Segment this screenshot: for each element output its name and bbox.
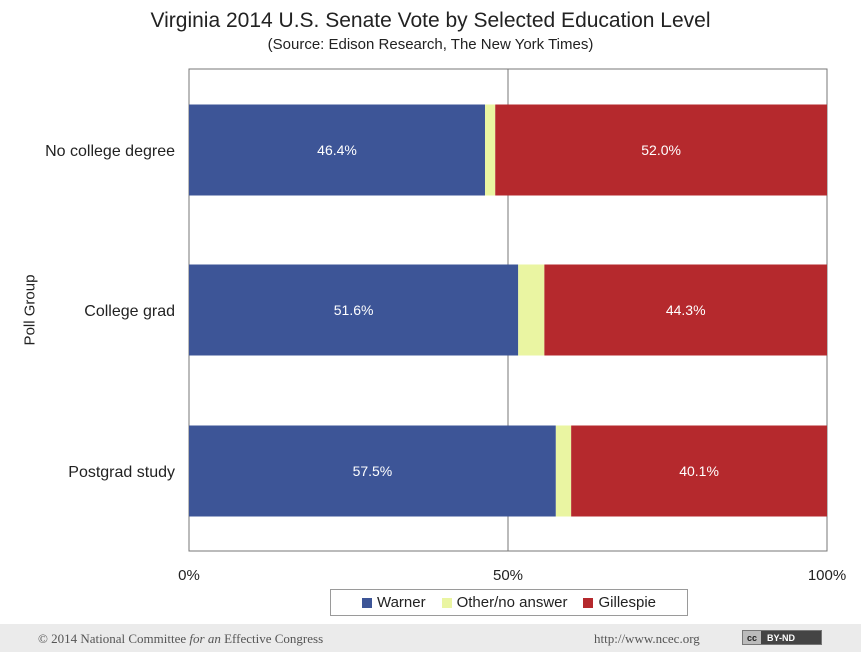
legend-label-other: Other/no answer <box>456 594 568 611</box>
stacked-bar-chart: 46.4% 52.0% 51.6% 44.3% 57.5% 40.1% No colleg… <box>45 68 846 584</box>
legend-label-warner: Warner <box>376 594 426 611</box>
legend-swatch-gillespie <box>583 597 594 608</box>
chart-title: Virginia 2014 U.S. Senate Vote by Select… <box>150 9 711 32</box>
category-label-postgrad-study: Postgrad study <box>68 464 175 481</box>
cc-icon: cc <box>743 631 762 644</box>
bar-college-grad-gillespie <box>544 264 827 356</box>
category-label-college-grad: College grad <box>84 303 175 320</box>
chart-subtitle: (Source: Edison Research, The New York T… <box>267 36 594 53</box>
bar-college-grad-other-no-answer <box>518 264 545 356</box>
data-label-college-grad-gillespie: 44.3% <box>666 302 706 318</box>
x-tick-label-0: 0% <box>178 567 200 584</box>
data-label-no-college-degree-warner: 46.4% <box>317 142 357 158</box>
data-label-postgrad-study-gillespie: 40.1% <box>679 463 719 479</box>
data-label-postgrad-study-warner: 57.5% <box>353 463 393 479</box>
legend-item-other: Other/no answer <box>441 594 568 611</box>
bar-no-college-degree-warner <box>189 104 486 196</box>
legend-label-gillespie: Gillespie <box>598 594 657 611</box>
footer: © 2014 National Committee for an Effecti… <box>0 624 861 652</box>
data-label-no-college-degree-gillespie: 52.0% <box>641 142 681 158</box>
cc-license-badge[interactable]: cc BY-ND <box>742 630 822 645</box>
legend-swatch-warner <box>361 597 372 608</box>
footer-url-link[interactable]: http://www.ncec.org <box>594 631 700 646</box>
legend-item-warner: Warner <box>361 594 426 611</box>
bar-no-college-degree-gillespie <box>495 104 827 196</box>
legend: Warner Other/no answer Gillespie <box>330 589 688 616</box>
bar-college-grad-warner <box>189 264 519 356</box>
bar-postgrad-study-warner <box>189 425 556 517</box>
cc-license-label: BY-ND <box>767 632 796 643</box>
category-label-no-college-degree: No college degree <box>45 143 175 160</box>
copyright-notice: © 2014 National Committee for an Effecti… <box>38 631 324 646</box>
legend-item-gillespie: Gillespie <box>583 594 656 611</box>
data-label-college-grad-warner: 51.6% <box>334 302 374 318</box>
x-tick-label-100: 100% <box>808 567 846 584</box>
bar-postgrad-study-other-no-answer <box>555 425 572 517</box>
bar-no-college-degree-other-no-answer <box>485 104 496 196</box>
x-tick-label-50: 50% <box>493 567 523 584</box>
bar-postgrad-study-gillespie <box>571 425 827 517</box>
legend-swatch-other <box>441 597 452 608</box>
